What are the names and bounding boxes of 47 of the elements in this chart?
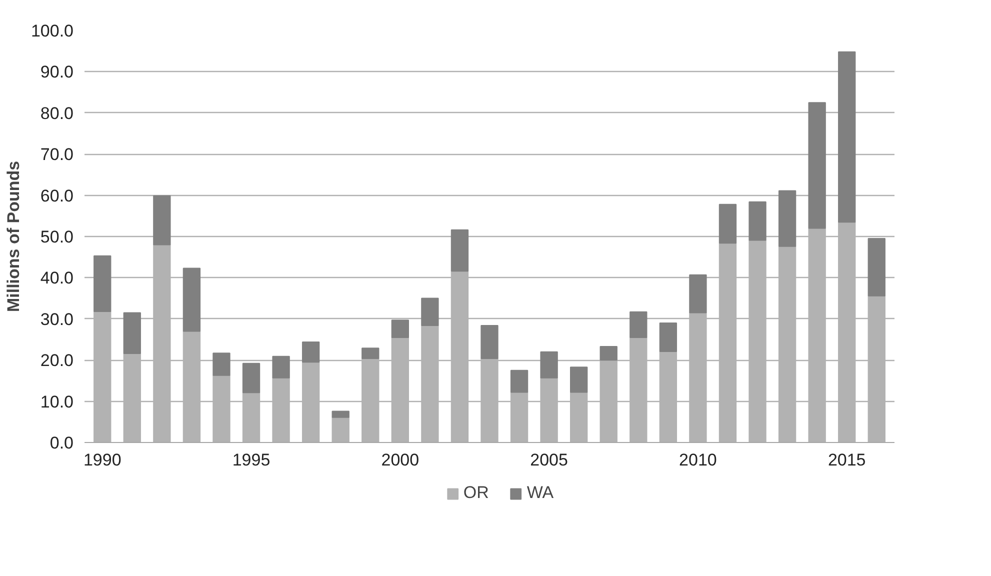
y-tick-label: 0.0 xyxy=(50,434,74,452)
bar xyxy=(332,410,350,418)
bar xyxy=(510,370,528,393)
y-tick-label: 90.0 xyxy=(40,62,74,82)
x-tick-label: 2000 xyxy=(381,450,420,470)
y-tick-label: 100.0 xyxy=(30,22,74,40)
bar xyxy=(302,341,320,363)
bar xyxy=(450,229,469,272)
bar xyxy=(540,351,558,378)
bar xyxy=(391,320,409,338)
y-tick-label: 60.0 xyxy=(40,186,74,206)
x-tick-label: 2015 xyxy=(828,450,866,470)
bar xyxy=(272,356,290,378)
bar xyxy=(689,274,707,314)
bar xyxy=(600,346,618,361)
y-tick-label: 50.0 xyxy=(40,228,74,246)
x-tick-label: 1995 xyxy=(232,450,270,470)
bar xyxy=(570,366,588,393)
bar xyxy=(153,195,171,246)
bar xyxy=(182,268,201,332)
bar xyxy=(718,204,737,244)
bar xyxy=(868,238,886,296)
bar xyxy=(630,311,648,338)
bar xyxy=(778,190,796,247)
bar xyxy=(748,201,766,241)
bar xyxy=(362,348,380,359)
bar xyxy=(838,51,856,223)
bar xyxy=(94,255,112,312)
legend-label: WA xyxy=(526,483,554,503)
x-tick-label: 1990 xyxy=(83,450,122,470)
bar xyxy=(242,362,260,394)
y-tick-label: 20.0 xyxy=(40,351,74,370)
y-tick-label: 70.0 xyxy=(40,145,74,164)
bar xyxy=(480,324,498,359)
bar xyxy=(123,312,141,354)
y-tick-label: 40.0 xyxy=(40,268,74,288)
x-tick-label: 2010 xyxy=(679,450,717,470)
y-axis-title: Millions of Pounds xyxy=(4,160,23,312)
bar xyxy=(421,298,439,326)
y-tick-label: 30.0 xyxy=(40,310,74,329)
x-tick-label: 2005 xyxy=(530,450,568,470)
bar xyxy=(659,322,678,352)
bar xyxy=(212,352,230,376)
bar xyxy=(808,102,826,229)
legend-label: OR xyxy=(463,483,489,503)
y-tick-label: 80.0 xyxy=(40,104,74,123)
y-tick-label: 10.0 xyxy=(40,392,74,412)
